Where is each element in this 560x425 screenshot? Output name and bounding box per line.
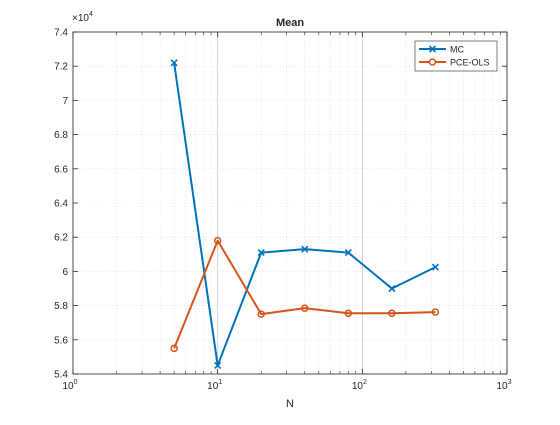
x-tick-label: 103 [496, 379, 511, 392]
y-tick-label: 7 [62, 96, 68, 107]
y-tick-label: 6 [62, 267, 68, 278]
y-tick-label: 7.4 [54, 28, 68, 39]
legend-marker [428, 58, 437, 66]
ticks [72, 31, 508, 375]
legend: MC PCE-OLS [414, 40, 498, 72]
x-tick-exponent: 2 [363, 379, 367, 386]
y-tick-label: 6.6 [54, 164, 68, 175]
tick-labels: 100 101 102 1035.45.65.866.26.46.66.877.27.… [54, 28, 512, 393]
legend-label: PCE-OLS [450, 58, 490, 68]
y-tick-label: 7.2 [54, 62, 68, 73]
x-tick-base: 10 [207, 381, 219, 392]
x-tick-base: 10 [352, 381, 364, 392]
x-tick-label: 100 [62, 379, 77, 392]
chart-title: Mean [276, 17, 304, 29]
data-point [388, 284, 396, 293]
data-point [301, 304, 309, 312]
legend-label: MC [450, 45, 464, 55]
data-point [344, 309, 353, 318]
y-exponent-power: 4 [89, 11, 93, 18]
x-tick-exponent: 1 [218, 379, 222, 386]
data-point [257, 310, 265, 318]
data-point [257, 249, 265, 257]
data-point [431, 308, 440, 316]
y-tick-label: 5.4 [54, 370, 68, 381]
legend-entries: MC PCE-OLS [419, 45, 490, 68]
series-layer [170, 59, 440, 370]
x-tick-label: 102 [352, 379, 367, 392]
data-point-stroke [214, 361, 222, 370]
y-exponent-base: ×10 [72, 13, 89, 24]
data-point [431, 263, 439, 271]
x-axis-label: N [286, 398, 294, 410]
data-point-stroke [344, 249, 352, 257]
data-point [301, 245, 309, 253]
y-axis-exponent: ×104 [72, 11, 93, 24]
data-point-stroke [170, 59, 178, 67]
x-tick-exponent: 3 [508, 379, 512, 386]
y-tick-label: 5.8 [54, 301, 68, 312]
data-point-stroke [388, 284, 396, 293]
x-tick-exponent: 0 [74, 379, 78, 386]
x-tick-base: 10 [62, 381, 74, 392]
x-tick-label: 101 [207, 379, 222, 392]
series-line-pce-ols [173, 239, 436, 349]
data-point-stroke [301, 245, 309, 253]
data-point [213, 236, 222, 245]
y-tick-label: 6.2 [54, 233, 68, 244]
y-tick-label: 6.4 [54, 199, 68, 210]
data-point [170, 59, 178, 67]
data-point [214, 361, 222, 370]
legend-box [414, 40, 498, 72]
x-tick-base: 10 [496, 381, 508, 392]
data-point-stroke [431, 263, 439, 271]
data-point [344, 249, 352, 257]
y-tick-label: 5.6 [54, 335, 68, 346]
data-point [388, 309, 396, 318]
y-tick-label: 6.8 [54, 130, 68, 141]
data-point-stroke [257, 249, 265, 257]
legend-marker [428, 45, 437, 53]
data-point [170, 344, 178, 353]
